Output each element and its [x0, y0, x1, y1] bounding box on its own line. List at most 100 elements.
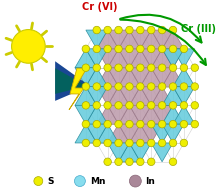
- Circle shape: [126, 83, 133, 90]
- Polygon shape: [130, 30, 151, 49]
- Polygon shape: [151, 143, 173, 162]
- Polygon shape: [97, 105, 118, 124]
- Circle shape: [126, 101, 133, 109]
- Polygon shape: [140, 87, 162, 105]
- Circle shape: [191, 83, 198, 90]
- Polygon shape: [162, 105, 184, 124]
- Circle shape: [104, 101, 111, 109]
- Circle shape: [158, 120, 166, 128]
- Polygon shape: [97, 124, 118, 143]
- Circle shape: [180, 83, 188, 90]
- Polygon shape: [173, 87, 195, 105]
- Polygon shape: [75, 49, 97, 68]
- Polygon shape: [86, 68, 108, 87]
- Circle shape: [158, 64, 166, 71]
- Circle shape: [115, 45, 122, 53]
- Circle shape: [158, 45, 166, 53]
- Polygon shape: [108, 143, 130, 162]
- Polygon shape: [130, 49, 151, 68]
- Circle shape: [147, 101, 155, 109]
- Polygon shape: [140, 105, 162, 124]
- Circle shape: [137, 83, 144, 90]
- Polygon shape: [140, 30, 162, 49]
- Circle shape: [169, 64, 177, 71]
- Circle shape: [115, 120, 122, 128]
- Circle shape: [137, 101, 144, 109]
- Polygon shape: [118, 68, 140, 87]
- Polygon shape: [151, 87, 173, 105]
- Polygon shape: [75, 105, 97, 124]
- Polygon shape: [151, 105, 173, 124]
- Circle shape: [11, 29, 45, 63]
- Polygon shape: [55, 68, 87, 94]
- Circle shape: [104, 120, 111, 128]
- Circle shape: [126, 45, 133, 53]
- Circle shape: [126, 158, 133, 166]
- Polygon shape: [162, 49, 184, 68]
- Polygon shape: [140, 68, 162, 87]
- Circle shape: [104, 139, 111, 147]
- Circle shape: [147, 120, 155, 128]
- Polygon shape: [118, 49, 140, 68]
- Circle shape: [104, 158, 111, 166]
- Circle shape: [82, 101, 90, 109]
- Circle shape: [93, 139, 101, 147]
- Text: Cr (VI): Cr (VI): [82, 2, 118, 12]
- Polygon shape: [75, 87, 97, 105]
- Circle shape: [93, 120, 101, 128]
- Polygon shape: [130, 87, 151, 105]
- Circle shape: [180, 45, 188, 53]
- Polygon shape: [173, 49, 195, 68]
- Circle shape: [169, 45, 177, 53]
- Circle shape: [130, 175, 141, 187]
- Circle shape: [169, 120, 177, 128]
- Circle shape: [180, 101, 188, 109]
- Circle shape: [147, 26, 155, 34]
- Polygon shape: [97, 87, 118, 105]
- Circle shape: [82, 139, 90, 147]
- Text: In: In: [145, 177, 155, 186]
- Polygon shape: [173, 105, 195, 124]
- Polygon shape: [86, 30, 108, 49]
- Circle shape: [191, 101, 198, 109]
- Circle shape: [104, 45, 111, 53]
- Polygon shape: [86, 87, 108, 105]
- Polygon shape: [162, 30, 184, 49]
- Polygon shape: [162, 49, 184, 68]
- Circle shape: [137, 120, 144, 128]
- Polygon shape: [151, 124, 173, 143]
- Polygon shape: [75, 68, 97, 87]
- Circle shape: [169, 158, 177, 166]
- Polygon shape: [86, 105, 108, 124]
- Circle shape: [147, 158, 155, 166]
- Circle shape: [169, 83, 177, 90]
- Circle shape: [82, 45, 90, 53]
- Polygon shape: [86, 49, 108, 68]
- Circle shape: [137, 64, 144, 71]
- Polygon shape: [118, 30, 140, 49]
- Circle shape: [147, 139, 155, 147]
- Circle shape: [169, 139, 177, 147]
- Circle shape: [126, 26, 133, 34]
- Polygon shape: [108, 87, 130, 105]
- Polygon shape: [108, 68, 130, 87]
- Polygon shape: [108, 49, 130, 68]
- Circle shape: [115, 101, 122, 109]
- Polygon shape: [97, 49, 118, 68]
- Text: Mn: Mn: [90, 177, 105, 186]
- Circle shape: [137, 45, 144, 53]
- Circle shape: [147, 45, 155, 53]
- Polygon shape: [151, 68, 173, 87]
- Circle shape: [93, 45, 101, 53]
- Circle shape: [169, 26, 177, 34]
- Circle shape: [93, 26, 101, 34]
- Circle shape: [104, 83, 111, 90]
- Polygon shape: [75, 124, 97, 143]
- Circle shape: [137, 26, 144, 34]
- Polygon shape: [162, 68, 184, 87]
- Text: S: S: [47, 177, 54, 186]
- Circle shape: [158, 101, 166, 109]
- Polygon shape: [118, 143, 140, 162]
- Text: Cr (III): Cr (III): [181, 24, 216, 34]
- Circle shape: [115, 26, 122, 34]
